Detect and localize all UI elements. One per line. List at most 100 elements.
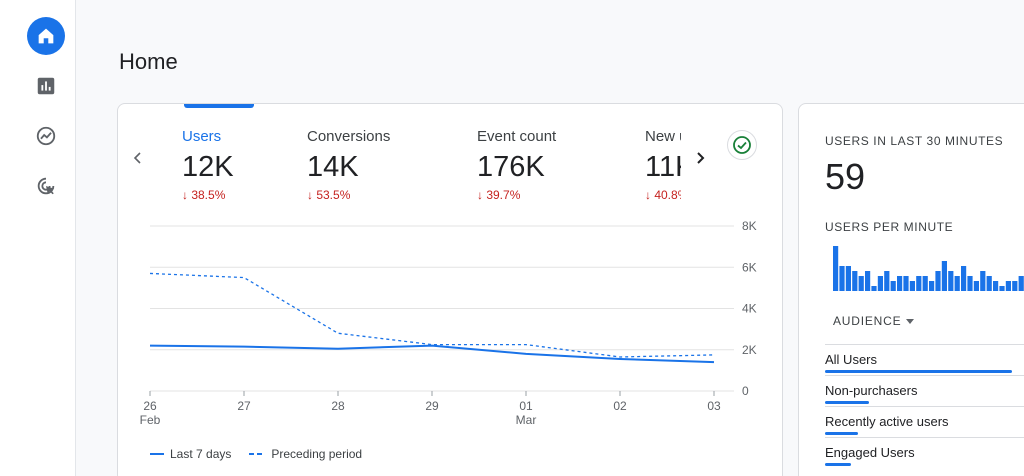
y-tick-label: 0	[742, 384, 749, 398]
solid-line-swatch	[150, 453, 164, 455]
users-per-minute-label: USERS PER MINUTE	[825, 220, 954, 234]
legend-item-last-7-days[interactable]: Last 7 days	[150, 447, 231, 461]
audience-row[interactable]: Engaged Users	[825, 437, 1024, 468]
metric-tab-conversions[interactable]: Conversions 14K ↓ 53.5%	[307, 128, 390, 202]
x-tick-label: 28	[331, 399, 345, 413]
per-minute-bar	[973, 281, 979, 291]
per-minute-bar	[909, 281, 915, 291]
metric-value: 11K	[645, 151, 681, 183]
audience-dropdown[interactable]: AUDIENCE	[833, 314, 915, 328]
metric-tab-new-users[interactable]: New users 11K ↓ 40.8%	[645, 128, 681, 202]
left-nav-rail	[0, 0, 76, 476]
per-minute-bar	[871, 286, 877, 291]
per-minute-bar	[1005, 281, 1011, 291]
check-circle-icon	[733, 136, 751, 154]
per-minute-bar	[954, 276, 960, 291]
next-metrics-button[interactable]	[688, 146, 712, 170]
legend-label: Preceding period	[271, 447, 363, 461]
metric-value: 176K	[477, 151, 545, 183]
per-minute-bar	[948, 271, 954, 291]
per-minute-bar	[980, 271, 986, 291]
per-minute-bar	[890, 281, 896, 291]
metric-tab-users[interactable]: Users 12K ↓ 38.5%	[182, 128, 234, 202]
per-minute-bar	[903, 276, 909, 291]
metric-label: Conversions	[307, 128, 391, 145]
advertising-nav-button[interactable]	[27, 167, 65, 205]
metric-change: ↓ 40.8%	[645, 188, 681, 202]
chart-legend: Last 7 days Preceding period	[150, 447, 362, 461]
x-tick-label: 01	[519, 399, 533, 413]
legend-item-preceding-period[interactable]: Preceding period	[249, 447, 362, 461]
x-tick-label: 29	[425, 399, 439, 413]
explore-nav-button[interactable]	[27, 117, 65, 155]
metric-label: Event count	[477, 128, 557, 145]
series-line-preceding-period	[149, 272, 715, 358]
metric-change: ↓ 53.5%	[307, 188, 351, 202]
audience-share-bar	[825, 432, 858, 435]
per-minute-bar	[986, 276, 992, 291]
chevron-right-icon	[697, 152, 705, 164]
per-minute-bar	[961, 266, 967, 291]
overview-card: Users 12K ↓ 38.5% Conversions 14K ↓ 53.5…	[117, 103, 783, 476]
home-nav-button[interactable]	[27, 17, 65, 55]
per-minute-bar	[845, 266, 851, 291]
metric-label: Users	[182, 128, 222, 145]
audience-row[interactable]: All Users	[825, 344, 1024, 375]
metric-value: 12K	[182, 151, 234, 183]
per-minute-bar	[935, 271, 941, 291]
per-minute-bar	[941, 261, 947, 291]
per-minute-bar	[833, 246, 839, 291]
per-minute-bar	[852, 271, 858, 291]
explore-trend-icon	[36, 126, 56, 146]
per-minute-bar	[916, 276, 922, 291]
audience-share-bar	[825, 463, 851, 466]
y-tick-label: 8K	[742, 219, 757, 233]
audience-share-bar	[825, 370, 1012, 373]
audience-label: AUDIENCE	[833, 314, 902, 328]
metric-value: 14K	[307, 151, 359, 183]
per-minute-bar	[922, 276, 928, 291]
per-minute-bar	[967, 276, 973, 291]
bar-chart-icon	[37, 77, 55, 95]
per-minute-bar	[897, 276, 903, 291]
x-tick-label: 03	[707, 399, 721, 413]
per-minute-bar	[993, 281, 999, 291]
series-line-last-7-days	[149, 344, 715, 364]
per-minute-bar	[884, 271, 890, 291]
chevron-left-icon	[133, 152, 141, 164]
reports-nav-button[interactable]	[27, 67, 65, 105]
realtime-users-value: 59	[825, 156, 866, 197]
audience-row-label: All Users	[825, 352, 878, 367]
x-tick-label: 02	[613, 399, 627, 413]
per-minute-bar	[858, 276, 864, 291]
audience-share-bar	[825, 401, 869, 404]
per-minute-bar	[929, 281, 935, 291]
metric-label: New users	[645, 128, 681, 145]
audience-row-label: Recently active users	[825, 414, 949, 429]
metric-change: ↓ 38.5%	[182, 188, 226, 202]
y-tick-label: 4K	[742, 302, 757, 316]
data-quality-status-button[interactable]	[727, 130, 757, 160]
per-minute-bar	[1012, 281, 1018, 291]
per-minute-bar	[877, 276, 883, 291]
realtime-card: USERS IN LAST 30 MINUTES 59 USERS PER MI…	[798, 103, 1024, 476]
y-tick-label: 6K	[742, 260, 757, 274]
per-minute-bar	[839, 266, 845, 291]
users-per-minute-chart	[833, 246, 1024, 291]
audience-row-label: Engaged Users	[825, 445, 915, 460]
audience-row[interactable]: Recently active users	[825, 406, 1024, 437]
home-icon	[38, 28, 54, 44]
previous-metrics-button[interactable]	[126, 146, 150, 170]
users-line-chart: 8K 6K 4K 2K 0 26 Feb 27 28 29 01 Mar 02 03	[118, 214, 784, 476]
x-tick-label: 27	[237, 399, 251, 413]
cursor-target-icon	[37, 177, 55, 195]
per-minute-bar	[1018, 276, 1024, 291]
x-tick-sublabel: Mar	[516, 413, 537, 427]
per-minute-bar	[999, 286, 1005, 291]
active-tab-indicator	[184, 104, 254, 108]
metric-tab-event-count[interactable]: Event count 176K ↓ 39.7%	[477, 128, 556, 202]
per-minute-bar	[865, 271, 871, 291]
dashed-line-swatch	[249, 453, 266, 455]
audience-row[interactable]: Non-purchasers	[825, 375, 1024, 406]
